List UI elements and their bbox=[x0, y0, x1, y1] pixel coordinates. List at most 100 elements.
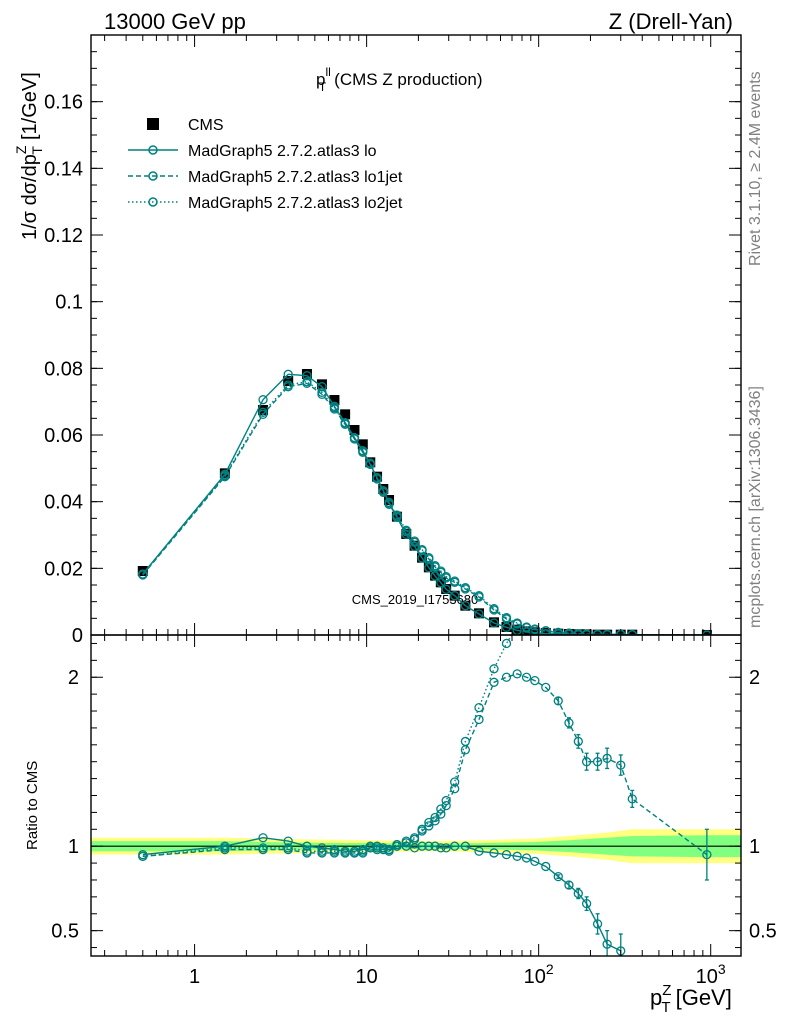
legend-label-cms: CMS bbox=[188, 117, 224, 134]
ratio-point-lo bbox=[564, 880, 574, 890]
ratio-point-lo bbox=[436, 843, 446, 853]
ratio-point-lo2jet bbox=[489, 664, 499, 674]
main-point-lo bbox=[283, 369, 293, 379]
ratio-point-lo bbox=[258, 833, 268, 843]
main-y-label: 1/σ dσ/dpZT[1/GeV] bbox=[13, 72, 45, 240]
legend-label-lo1jet: MadGraph5 2.7.2.atlas3 lo1jet bbox=[188, 169, 403, 186]
y-tick-label: 0.04 bbox=[44, 492, 83, 514]
watermark: CMS_2019_I1753680 bbox=[352, 592, 479, 607]
ratio-point-lo2jet bbox=[474, 702, 484, 713]
main-point-lo2jet bbox=[553, 627, 563, 635]
main-point-lo bbox=[441, 584, 451, 594]
main-point-lo2jet bbox=[417, 545, 427, 555]
ratio-point-lo1jet bbox=[553, 696, 563, 706]
y-tick-label: 0.06 bbox=[44, 425, 83, 447]
ratio-point-lo bbox=[553, 871, 563, 882]
ratio-point-lo2jet bbox=[349, 848, 360, 858]
main-title: pll T (CMS Z production) bbox=[316, 65, 482, 94]
x-axis-label: pZ T [GeV] bbox=[650, 982, 732, 1016]
main-point-lo2jet bbox=[460, 583, 471, 593]
ratio-series bbox=[138, 635, 712, 956]
cms-point bbox=[329, 395, 340, 405]
cms-point bbox=[573, 629, 584, 635]
main-point-lo2jet bbox=[317, 387, 327, 397]
x-tick-label: 10 bbox=[355, 966, 377, 988]
y-tick-label: 0 bbox=[72, 625, 83, 647]
cms-point bbox=[540, 628, 551, 635]
main-point-lo bbox=[424, 563, 434, 573]
cms-point bbox=[316, 379, 327, 390]
x-tick-label: 1 bbox=[189, 966, 200, 988]
cms-point bbox=[529, 627, 540, 635]
ratio-point-lo1jet bbox=[581, 757, 592, 767]
ratio-point-lo bbox=[317, 843, 327, 853]
main-point-lo2jet bbox=[450, 576, 460, 586]
ratio-point-lo2jet bbox=[409, 833, 420, 843]
ratio-point-lo bbox=[592, 919, 603, 929]
ratio-point-lo2jet bbox=[329, 846, 340, 856]
ratio-point-lo1jet bbox=[602, 753, 612, 763]
main-point-lo bbox=[460, 601, 471, 611]
ratio-point-lo2jet bbox=[358, 846, 368, 856]
ratio-y-tick-label-right: 0.5 bbox=[749, 921, 777, 943]
main-point-lo2jet bbox=[258, 407, 268, 417]
main-point-lo2jet bbox=[392, 510, 402, 520]
ratio-line-lo2jet bbox=[142, 635, 513, 858]
cms-point bbox=[701, 629, 712, 635]
header-left: 13000 GeV pp bbox=[104, 9, 246, 34]
ratio-point-lo2jet bbox=[384, 844, 394, 855]
ratio-point-lo2jet bbox=[392, 839, 402, 850]
main-point-lo2jet bbox=[378, 486, 388, 496]
legend-marker-lo bbox=[148, 145, 158, 155]
ratio-point-lo1jet bbox=[592, 757, 603, 767]
main-point-lo2jet bbox=[430, 561, 440, 571]
ratio-point-lo2jet bbox=[283, 843, 293, 853]
ratio-y-tick-label: 1 bbox=[68, 836, 79, 858]
main-point-lo2jet bbox=[564, 628, 574, 635]
ratio-y-tick-label: 2 bbox=[68, 667, 79, 689]
cms-point bbox=[378, 484, 389, 494]
ratio-point-lo2jet bbox=[450, 777, 460, 787]
y-tick-label: 0.08 bbox=[44, 358, 83, 380]
ratio-point-lo2jet bbox=[417, 824, 427, 834]
main-point-lo2jet bbox=[521, 622, 532, 632]
ratio-point-lo bbox=[417, 841, 427, 851]
cms-point bbox=[349, 425, 360, 435]
ratio-point-lo2jet bbox=[220, 843, 230, 853]
ratio-point-lo2jet bbox=[441, 795, 451, 806]
ratio-point-lo1jet bbox=[627, 794, 637, 804]
cms-point bbox=[581, 629, 592, 635]
legend-marker-lo2jet bbox=[148, 197, 158, 207]
ratio-point-lo2jet bbox=[501, 638, 512, 649]
ratio-point-lo1jet bbox=[616, 760, 626, 770]
ratio-point-lo1jet bbox=[573, 736, 583, 747]
ratio-point-lo2jet bbox=[340, 848, 350, 858]
cms-point bbox=[301, 369, 312, 379]
main-point-lo2jet bbox=[329, 403, 340, 413]
ratio-point-lo bbox=[501, 849, 512, 860]
ratio-bands bbox=[91, 829, 741, 864]
ratio-plot-frame bbox=[90, 634, 742, 957]
ratio-point-lo bbox=[409, 843, 420, 853]
ratio-point-lo2jet bbox=[401, 836, 411, 846]
ratio-point-lo2jet bbox=[430, 812, 440, 823]
main-point-lo2jet bbox=[283, 380, 293, 390]
ratio-point-lo1jet bbox=[474, 714, 484, 725]
y-tick-label: 0.02 bbox=[44, 558, 83, 580]
ratio-point-lo bbox=[512, 851, 522, 861]
ratio-point-lo1jet bbox=[450, 784, 460, 794]
ratio-point-lo bbox=[541, 861, 551, 872]
axis-ticks bbox=[91, 34, 741, 956]
ratio-point-lo2jet bbox=[372, 843, 382, 853]
main-point-lo2jet bbox=[512, 618, 522, 628]
main-point-lo2jet bbox=[220, 471, 230, 481]
main-point-lo bbox=[474, 609, 484, 619]
main-point-lo bbox=[450, 591, 460, 601]
main-point-lo2jet bbox=[372, 473, 382, 483]
ratio-point-lo bbox=[602, 939, 612, 949]
ratio-point-lo2jet bbox=[365, 841, 375, 851]
ratio-y-tick-label-right: 2 bbox=[749, 667, 760, 689]
cms-point bbox=[563, 629, 574, 635]
ratio-point-lo bbox=[424, 841, 434, 851]
main-point-lo2jet bbox=[358, 446, 368, 456]
